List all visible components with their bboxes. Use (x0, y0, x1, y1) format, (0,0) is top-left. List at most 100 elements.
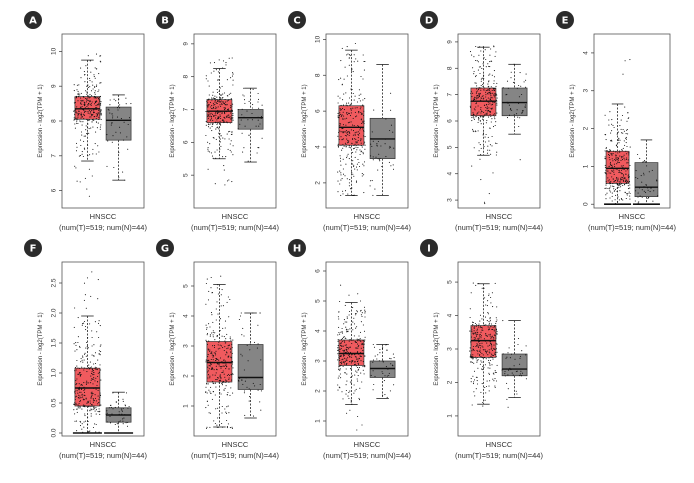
data-point (471, 357, 473, 359)
data-point (361, 424, 363, 426)
data-point (482, 98, 484, 100)
data-point (74, 370, 76, 372)
data-point (339, 368, 342, 370)
data-point (220, 117, 222, 120)
data-point (340, 116, 342, 118)
data-point (241, 334, 243, 336)
data-point (486, 104, 488, 106)
data-point (495, 85, 497, 87)
data-point (517, 116, 519, 118)
data-point (362, 369, 364, 371)
data-point (348, 64, 350, 66)
data-point (513, 365, 515, 367)
data-point (613, 171, 615, 173)
data-point (518, 375, 521, 377)
series-t (205, 57, 234, 186)
data-point (75, 111, 77, 113)
data-point (476, 360, 478, 362)
data-point (625, 153, 627, 155)
data-point (620, 176, 622, 178)
data-point (358, 335, 360, 337)
data-point (614, 158, 616, 161)
data-point (223, 109, 226, 111)
data-point (347, 130, 349, 133)
data-point (349, 188, 352, 190)
data-point (73, 403, 75, 405)
data-point (82, 355, 84, 357)
data-point (345, 389, 347, 392)
data-point (207, 377, 209, 379)
data-point (346, 349, 348, 351)
data-point (256, 152, 258, 154)
data-point (97, 96, 99, 99)
data-point (489, 102, 491, 104)
x-category-label: HNSCC (486, 212, 513, 221)
data-point (495, 342, 497, 344)
data-point (223, 120, 225, 122)
data-point (359, 331, 362, 333)
data-point (81, 394, 83, 396)
data-point (231, 352, 233, 354)
data-point (483, 74, 485, 76)
data-point (207, 168, 209, 170)
data-point (617, 180, 619, 182)
data-point (469, 316, 471, 319)
data-point (622, 168, 624, 170)
data-point (84, 148, 86, 150)
data-point (112, 392, 114, 394)
series-n (632, 139, 660, 206)
data-point (627, 133, 629, 135)
data-point (228, 57, 230, 59)
y-axis-label: Expression - log2(TPM + 1) (434, 84, 440, 157)
data-point (218, 365, 220, 367)
data-point (349, 147, 351, 149)
data-point (653, 190, 655, 192)
data-point (218, 59, 220, 61)
data-point (232, 154, 234, 156)
data-point (488, 80, 490, 82)
data-point (622, 166, 624, 168)
data-point (82, 96, 84, 98)
data-point (476, 344, 479, 346)
data-point (109, 404, 112, 406)
data-point (212, 336, 214, 338)
data-point (231, 105, 233, 107)
data-point (219, 141, 222, 143)
data-point (342, 193, 344, 195)
data-point (360, 321, 362, 323)
data-point (74, 118, 76, 121)
data-point (74, 113, 76, 115)
data-point (86, 104, 89, 106)
data-point (220, 366, 222, 368)
data-point (75, 95, 78, 97)
data-point (119, 104, 121, 106)
data-point (611, 164, 613, 166)
data-point (341, 107, 344, 109)
data-point (626, 128, 628, 131)
data-point (85, 97, 87, 99)
plot-frame (457, 261, 541, 437)
data-point (215, 128, 217, 130)
data-point (369, 185, 371, 187)
data-point (226, 79, 228, 81)
data-point (393, 147, 395, 149)
data-point (492, 326, 494, 328)
data-point (80, 361, 82, 363)
data-point (347, 134, 349, 136)
data-point (229, 338, 231, 340)
data-point (378, 153, 380, 155)
data-point (215, 138, 217, 140)
data-point (348, 97, 351, 99)
data-point (207, 115, 209, 117)
data-point (89, 80, 91, 82)
data-point (388, 147, 390, 149)
data-point (484, 349, 487, 351)
data-point (355, 141, 357, 143)
data-point (85, 307, 87, 309)
data-point (494, 386, 496, 389)
data-point (87, 132, 89, 134)
data-point (349, 121, 351, 123)
series-n (369, 64, 396, 196)
data-point (92, 88, 94, 90)
data-point (353, 384, 355, 386)
